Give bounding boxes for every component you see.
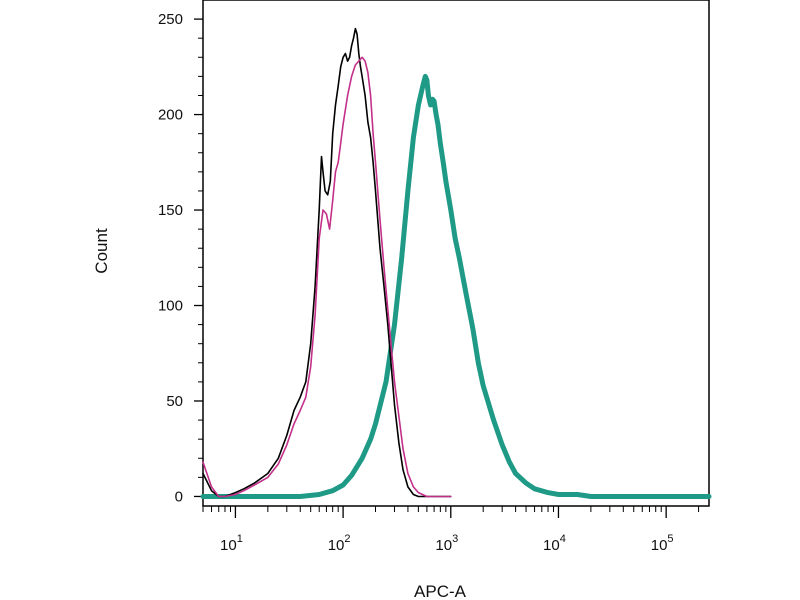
y-tick-label: 200 [158,107,183,124]
plot-frame [202,0,710,507]
x-tick-label: 104 [543,533,566,554]
x-tick-label: 101 [220,533,243,554]
histogram-series-2 [200,73,712,499]
y-minor-ticks [198,37,203,478]
y-axis: 0 50 100 150 200 250 [158,11,203,505]
x-tick-label: 105 [651,533,674,554]
x-axis: 101 102 103 104 105 [220,506,674,554]
y-tick-label: 0 [175,488,183,505]
y-tick-label: 100 [158,298,183,315]
x-tick-label: 103 [435,533,458,554]
histogram-series-1 [202,56,452,498]
y-tick-label: 50 [166,393,183,410]
series-layer [200,27,712,499]
y-axis-title: Count [92,228,111,274]
x-minor-ticks [202,506,700,512]
y-tick-label: 250 [158,11,183,28]
x-tick-label: 102 [328,533,351,554]
y-tick-label: 150 [158,202,183,219]
histogram-series-0 [202,27,452,498]
x-axis-title: APC-A [414,582,467,600]
